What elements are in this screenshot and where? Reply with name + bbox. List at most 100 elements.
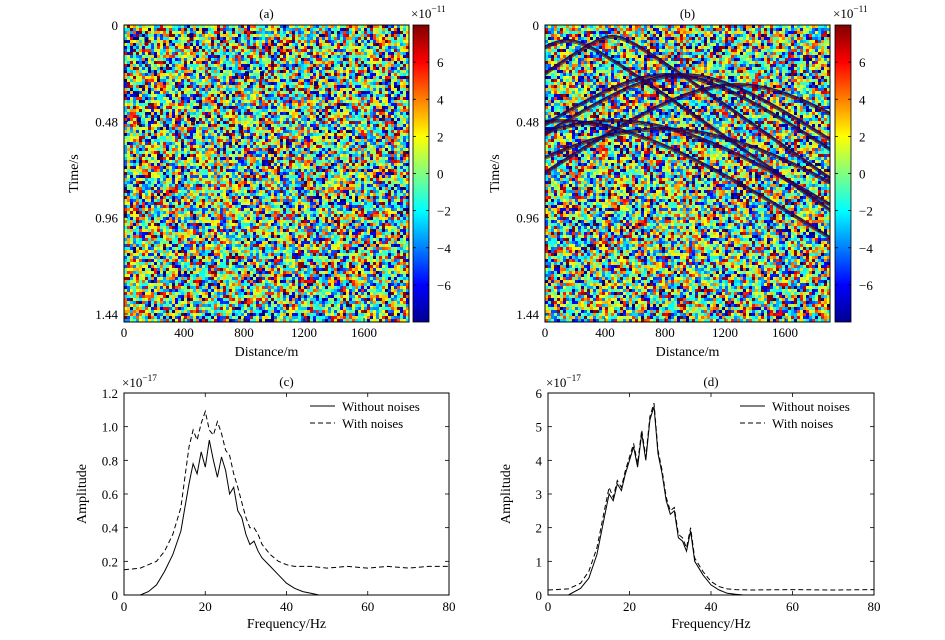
heatmap-cell	[262, 127, 266, 131]
heatmap-cell	[403, 136, 407, 140]
heatmap-cell	[304, 40, 308, 44]
heatmap-cell	[361, 160, 365, 164]
heatmap-cell	[343, 139, 347, 143]
heatmap-cell	[358, 97, 362, 101]
heatmap-cell	[319, 97, 323, 101]
heatmap-cell	[319, 43, 323, 47]
heatmap-cell	[199, 133, 203, 137]
heatmap-cell	[346, 178, 350, 182]
heatmap-cell	[253, 133, 257, 137]
heatmap-cell	[277, 91, 281, 95]
heatmap-cell	[349, 52, 353, 56]
heatmap-cell	[340, 34, 344, 38]
heatmap-cell	[274, 163, 278, 167]
heatmap-cell	[352, 169, 356, 173]
heatmap-cell	[367, 40, 371, 44]
heatmap-cell	[370, 91, 374, 95]
heatmap-cell	[400, 142, 404, 146]
heatmap-cell	[370, 70, 374, 74]
heatmap-cell	[304, 55, 308, 59]
heatmap-cell	[295, 121, 299, 125]
heatmap-cell	[328, 55, 332, 59]
heatmap-cell	[253, 34, 257, 38]
heatmap-cell	[232, 148, 236, 152]
heatmap-cell	[145, 157, 149, 161]
heatmap-cell	[331, 127, 335, 131]
heatmap-cell	[364, 94, 368, 98]
heatmap-cell	[163, 124, 167, 128]
heatmap-cell	[319, 124, 323, 128]
heatmap-cell	[328, 100, 332, 104]
heatmap-cell	[274, 49, 278, 53]
heatmap-cell	[193, 64, 197, 68]
heatmap-cell	[148, 67, 152, 71]
heatmap-cell	[139, 175, 143, 179]
heatmap-cell	[406, 118, 409, 122]
heatmap-cell	[382, 52, 386, 56]
heatmap-cell	[226, 157, 230, 161]
heatmap-cell	[247, 127, 251, 131]
heatmap-cell	[226, 163, 230, 167]
heatmap-cell	[169, 40, 173, 44]
heatmap-cell	[208, 28, 212, 32]
heatmap-cell	[145, 112, 149, 116]
heatmap-cell	[277, 76, 281, 80]
heatmap-cell	[373, 43, 377, 47]
heatmap-cell	[211, 103, 215, 107]
heatmap-cell	[277, 166, 281, 170]
heatmap-cell	[295, 115, 299, 119]
heatmap-cell	[271, 91, 275, 95]
heatmap-cell	[379, 118, 383, 122]
heatmap-cell	[295, 169, 299, 173]
heatmap-cell	[196, 76, 200, 80]
heatmap-cell	[346, 157, 350, 161]
heatmap-cell	[223, 178, 227, 182]
heatmap-cell	[190, 175, 194, 179]
heatmap-cell	[352, 121, 356, 125]
heatmap-cell	[295, 67, 299, 71]
heatmap-cell	[151, 28, 155, 32]
heatmap-cell	[271, 169, 275, 173]
heatmap-cell	[367, 94, 371, 98]
heatmap-cell	[364, 25, 368, 29]
heatmap-cell	[391, 157, 395, 161]
heatmap-cell	[358, 166, 362, 170]
heatmap-cell	[172, 37, 176, 41]
heatmap-cell	[307, 58, 311, 62]
heatmap-cell	[169, 85, 173, 89]
heatmap-cell	[175, 73, 179, 77]
heatmap-cell	[169, 82, 173, 86]
heatmap-cell	[379, 127, 383, 131]
heatmap-cell	[364, 73, 368, 77]
heatmap-cell	[202, 163, 206, 167]
heatmap-cell	[364, 100, 368, 104]
heatmap-cell	[343, 97, 347, 101]
heatmap-cell	[235, 82, 239, 86]
heatmap-cell	[202, 31, 206, 35]
heatmap-cell	[217, 91, 221, 95]
heatmap-cell	[259, 94, 263, 98]
heatmap-cell	[235, 118, 239, 122]
heatmap-cell	[217, 163, 221, 167]
heatmap-cell	[262, 58, 266, 62]
heatmap-cell	[205, 73, 209, 77]
heatmap-cell	[136, 157, 140, 161]
heatmap-cell	[274, 133, 278, 137]
heatmap-cell	[196, 37, 200, 41]
heatmap-cell	[214, 172, 218, 176]
heatmap-cell	[331, 58, 335, 62]
heatmap-cell	[304, 151, 308, 155]
heatmap-cell	[385, 112, 389, 116]
heatmap-cell	[313, 106, 317, 110]
heatmap-cell	[283, 88, 287, 92]
heatmap-cell	[358, 49, 362, 53]
heatmap-cell	[364, 82, 368, 86]
heatmap-cell	[238, 142, 242, 146]
heatmap-cell	[148, 172, 152, 176]
heatmap-cell	[382, 76, 386, 80]
heatmap-cell	[238, 85, 242, 89]
heatmap-cell	[226, 109, 230, 113]
heatmap-cell	[148, 61, 152, 65]
heatmap-cell	[127, 52, 131, 56]
heatmap-cell	[223, 142, 227, 146]
